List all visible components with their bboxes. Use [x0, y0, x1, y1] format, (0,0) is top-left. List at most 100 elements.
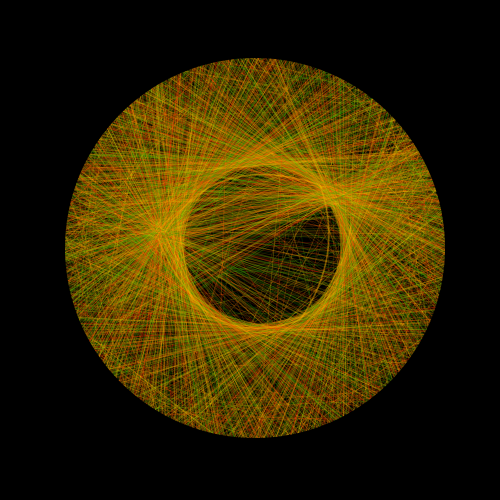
thread-line [65, 171, 418, 303]
thread-line [295, 58, 397, 438]
thread-line [109, 77, 445, 317]
thread-line [83, 186, 445, 216]
thread-line [83, 165, 254, 438]
thread-line [136, 161, 445, 438]
thread-line [171, 76, 433, 317]
thread-line [97, 91, 445, 291]
thread-line [296, 58, 390, 438]
thread-line [345, 80, 440, 201]
thread-line [236, 79, 441, 438]
thread-line [65, 120, 445, 204]
thread-line [159, 83, 436, 189]
thread-line [97, 354, 265, 438]
thread-line [130, 103, 187, 426]
thread-line [65, 278, 445, 371]
thread-line [152, 58, 170, 438]
thread-line [94, 144, 225, 436]
thread-line [336, 76, 431, 175]
thread-line [65, 207, 420, 264]
thread-line [101, 58, 268, 137]
thread-line [66, 99, 319, 438]
thread-line [305, 58, 376, 438]
thread-line [95, 66, 268, 438]
thread-line [65, 205, 426, 261]
thread-line [65, 236, 445, 402]
thread-line [141, 58, 183, 438]
thread-line [313, 58, 369, 438]
thread-line [134, 58, 223, 438]
thread-line [65, 58, 363, 351]
thread-line [112, 74, 445, 313]
thread-line [100, 136, 445, 264]
thread-line [65, 131, 362, 438]
thread-line [188, 333, 425, 427]
thread-line [65, 242, 320, 427]
thread-line [352, 251, 445, 411]
thread-line [332, 58, 362, 438]
thread-line [106, 104, 445, 295]
thread-line [274, 225, 444, 438]
thread-line [65, 123, 445, 210]
thread-line [162, 413, 337, 420]
thread-line [139, 58, 216, 438]
thread-line [109, 94, 445, 285]
thread-line [183, 71, 437, 306]
thread-line [69, 205, 414, 353]
thread-line [155, 58, 162, 438]
thread-line [65, 241, 386, 387]
thread-line [147, 58, 445, 341]
thread-line [117, 58, 445, 300]
thread-line [116, 62, 445, 321]
thread-line [125, 59, 445, 316]
thread-line [268, 58, 406, 438]
thread-line [75, 79, 345, 313]
thread-line [235, 76, 438, 438]
thread-line [104, 76, 445, 303]
thread-line [72, 134, 408, 195]
thread-line [65, 58, 332, 438]
thread-line [382, 107, 444, 223]
thread-line [128, 58, 227, 438]
thread-line [65, 58, 340, 430]
thread-line [146, 92, 169, 417]
thread-line [65, 129, 405, 325]
thread-line [90, 141, 445, 236]
thread-line [65, 93, 394, 360]
thread-line [65, 263, 445, 380]
thread-line [65, 103, 396, 371]
thread-line [358, 88, 376, 396]
thread-line [65, 291, 445, 356]
thread-line [89, 153, 427, 168]
thread-line [93, 67, 270, 438]
thread-line [90, 170, 445, 217]
thread-line [209, 63, 355, 87]
thread-line [65, 100, 391, 356]
thread-line [110, 110, 125, 372]
thread-line [128, 58, 445, 312]
thread-line [120, 72, 445, 320]
thread-line [274, 58, 409, 438]
thread-line [122, 58, 239, 438]
thread-line [84, 170, 445, 209]
thread-line [125, 58, 445, 312]
thread-line [379, 211, 442, 392]
thread-line [294, 58, 390, 438]
thread-line [83, 135, 102, 331]
thread-line [90, 113, 445, 276]
thread-line [65, 107, 128, 253]
thread-line [111, 87, 445, 296]
thread-line [65, 283, 445, 369]
thread-line [65, 58, 404, 302]
thread-line [146, 58, 214, 438]
thread-line [65, 140, 412, 315]
thread-line [75, 311, 433, 316]
thread-line [65, 58, 326, 385]
thread-line [76, 98, 374, 314]
thread-line [184, 71, 289, 436]
thread-line [65, 114, 445, 211]
thread-line [132, 102, 314, 430]
thread-line [82, 135, 445, 243]
thread-line [125, 58, 237, 438]
thread-line [81, 187, 445, 217]
thread-line [78, 171, 445, 199]
